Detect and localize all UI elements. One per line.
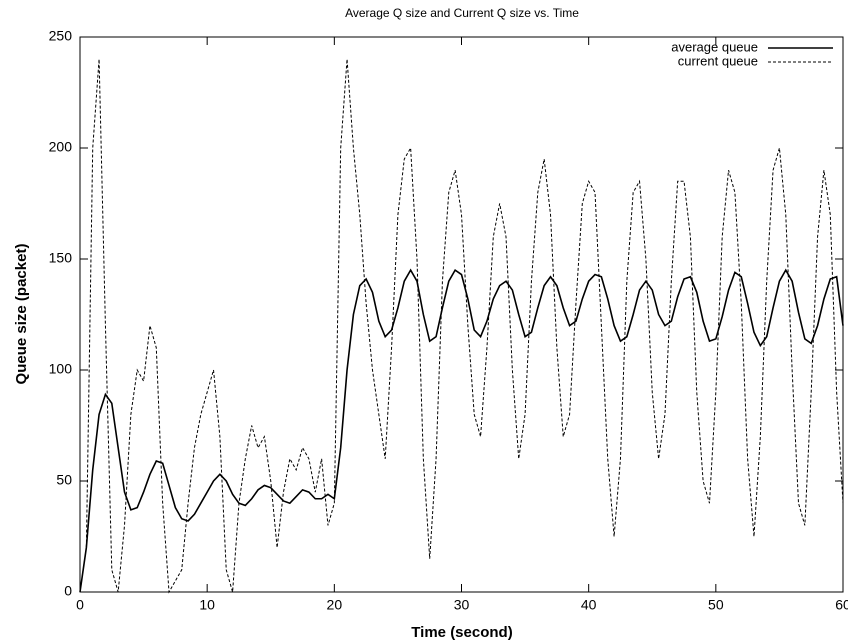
y-tick-label: 100	[49, 361, 73, 377]
chart-title: Average Q size and Current Q size vs. Ti…	[345, 6, 579, 20]
plot-frame	[79, 36, 844, 593]
x-tick-label: 10	[199, 597, 215, 613]
y-tick-label: 0	[64, 583, 72, 599]
legend-label: average queue	[671, 39, 758, 54]
legend-label: current queue	[678, 53, 758, 68]
series-line	[79, 268, 844, 593]
y-tick-label: 200	[49, 139, 73, 155]
y-tick-label: 50	[56, 472, 72, 488]
x-tick-label: 40	[581, 597, 597, 613]
y-tick-label: 250	[49, 28, 73, 44]
x-axis-label: Time (second)	[411, 624, 512, 641]
x-tick-label: 50	[708, 597, 724, 613]
y-tick-label: 150	[49, 250, 73, 266]
x-tick-label: 20	[327, 597, 343, 613]
series-line	[79, 59, 844, 594]
x-tick-label: 60	[835, 597, 848, 613]
y-axis-label: Queue size (packet)	[13, 244, 30, 385]
x-tick-label: 30	[454, 597, 470, 613]
x-tick-label: 0	[76, 597, 84, 613]
